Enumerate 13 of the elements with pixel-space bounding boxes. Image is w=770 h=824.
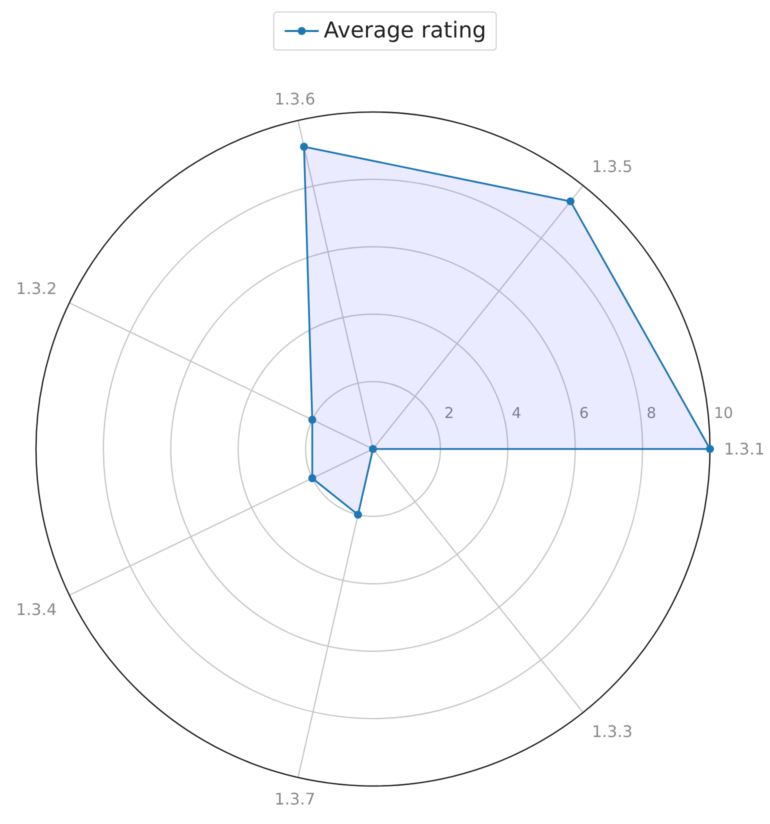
- y-tick-label: 6: [579, 404, 589, 422]
- spoke-label: 1.3.4: [16, 600, 57, 619]
- y-tick-label: 10: [714, 404, 734, 422]
- spoke-label: 1.3.6: [274, 89, 316, 108]
- spoke-label: 1.3.5: [592, 157, 633, 176]
- spoke-label: 1.3.7: [274, 790, 316, 809]
- y-tick-label: 4: [512, 404, 522, 422]
- y-tick-label: 2: [444, 404, 454, 422]
- spoke-label: 1.3.1: [724, 440, 765, 458]
- spoke-label: 1.3.2: [16, 279, 57, 298]
- legend-label: Average rating: [324, 18, 486, 44]
- y-tick-label: 8: [646, 404, 656, 422]
- spoke-label: 1.3.3: [592, 722, 633, 741]
